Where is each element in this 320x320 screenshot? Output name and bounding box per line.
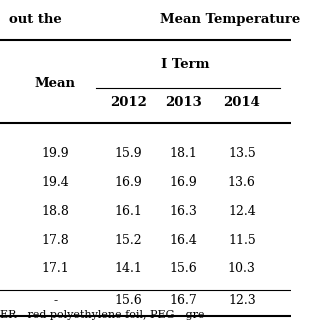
Text: 16.7: 16.7 [170,294,197,307]
Text: 12.4: 12.4 [228,205,256,218]
Text: 15.6: 15.6 [170,262,197,275]
Text: 10.3: 10.3 [228,262,256,275]
Text: I Term: I Term [161,58,209,70]
Text: 15.9: 15.9 [114,147,142,160]
Text: 13.5: 13.5 [228,147,256,160]
Text: 12.3: 12.3 [228,294,256,307]
Text: 19.9: 19.9 [42,147,69,160]
Text: 2014: 2014 [223,96,260,109]
Text: 14.1: 14.1 [114,262,142,275]
Text: 2012: 2012 [110,96,147,109]
Text: 19.4: 19.4 [42,176,69,189]
Text: 16.4: 16.4 [170,234,197,246]
Text: Mean: Mean [35,77,76,90]
Text: Mean Temperature: Mean Temperature [160,13,300,26]
Text: 16.9: 16.9 [170,176,197,189]
Text: 16.1: 16.1 [114,205,142,218]
Text: 15.6: 15.6 [114,294,142,307]
Text: 11.5: 11.5 [228,234,256,246]
Text: ER—red polyethylene foil, PEG—gre: ER—red polyethylene foil, PEG—gre [0,310,204,320]
Text: 13.6: 13.6 [228,176,256,189]
Text: 16.9: 16.9 [114,176,142,189]
Text: 2013: 2013 [165,96,202,109]
Text: 18.8: 18.8 [41,205,69,218]
Text: -: - [53,294,57,307]
Text: 18.1: 18.1 [170,147,197,160]
Text: 17.8: 17.8 [42,234,69,246]
Text: 17.1: 17.1 [42,262,69,275]
Text: out the: out the [9,13,61,26]
Text: 15.2: 15.2 [114,234,142,246]
Text: 16.3: 16.3 [170,205,197,218]
